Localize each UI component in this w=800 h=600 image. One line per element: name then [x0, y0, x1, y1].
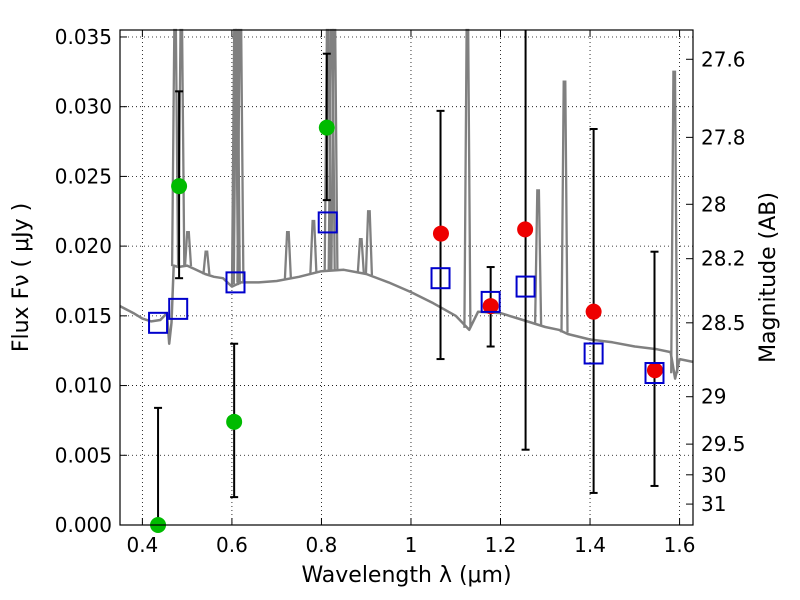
right-axis-title: Magnitude (AB) [756, 192, 781, 363]
right-tick-label: 28.2 [701, 247, 746, 271]
blue-square [515, 275, 536, 298]
blue-square [168, 297, 189, 320]
plot-frame [119, 29, 694, 526]
x-tick-label: 1.6 [664, 533, 696, 557]
right-tick-label: 30 [701, 463, 726, 487]
y-tick-label: 0.020 [55, 234, 112, 258]
blue-square [225, 271, 246, 294]
error-bars [154, 30, 659, 525]
emission-line [463, 28, 472, 328]
right-tick-label: 27.6 [701, 47, 746, 71]
x-tick-label: 0.8 [306, 533, 338, 557]
y-tick-label: 0.015 [55, 304, 112, 328]
x-tick-label: 0.4 [126, 533, 158, 557]
emission-line [560, 80, 569, 333]
right-tick-label: 28 [701, 192, 726, 216]
right-tick-label: 29.5 [701, 432, 746, 456]
green-point [318, 119, 335, 136]
red-point [517, 221, 534, 238]
emission-line [170, 28, 180, 267]
y-tick-label: 0.035 [55, 25, 112, 49]
emission-line [533, 189, 543, 325]
x-axis-title: Wavelength λ (μm) [301, 563, 511, 588]
green-point [171, 178, 188, 195]
y-tick-label: 0.025 [55, 164, 112, 188]
emission-line [202, 250, 211, 275]
right-tick-label: 28.5 [701, 311, 746, 335]
red-point [646, 362, 663, 379]
y-tick-label: 0.010 [55, 374, 112, 398]
x-tick-label: 1.2 [485, 533, 517, 557]
blue-square [644, 362, 665, 385]
blue-square [583, 342, 604, 365]
emission-line [283, 231, 293, 279]
model-spectrum [119, 28, 694, 380]
grid [120, 30, 693, 526]
red-point [585, 303, 602, 320]
blue-square [148, 311, 169, 334]
right-tick-label: 31 [701, 492, 726, 516]
x-tick-label: 1.4 [574, 533, 606, 557]
emission-line [309, 219, 318, 274]
model-continuum [119, 264, 694, 380]
emission-line [183, 231, 193, 267]
blue-square [430, 267, 451, 290]
y-axis-title: Flux Fν ( μJy ) [9, 203, 34, 352]
tick-labels: 0.4 0.6 0.8 1 1.2 1.4 1.6 0.000 0.005 0.010 0.015 0… [55, 25, 746, 557]
emission-line [356, 238, 365, 274]
data-markers [148, 119, 665, 533]
green-point [226, 413, 243, 430]
y-tick-label: 0.005 [55, 443, 112, 467]
blue-square [317, 211, 338, 234]
right-tick-label: 29 [701, 385, 726, 409]
right-tick-label: 27.8 [701, 125, 746, 149]
y-tick-label: 0.000 [55, 513, 112, 537]
x-tick-label: 0.6 [216, 533, 248, 557]
red-point [432, 225, 449, 242]
blue-square [480, 290, 501, 313]
emission-line [364, 210, 374, 276]
ticks [120, 30, 693, 526]
red-point [482, 298, 499, 315]
emission-line [670, 70, 679, 374]
x-tick-label: 1 [405, 533, 418, 557]
y-tick-label: 0.030 [55, 95, 112, 119]
